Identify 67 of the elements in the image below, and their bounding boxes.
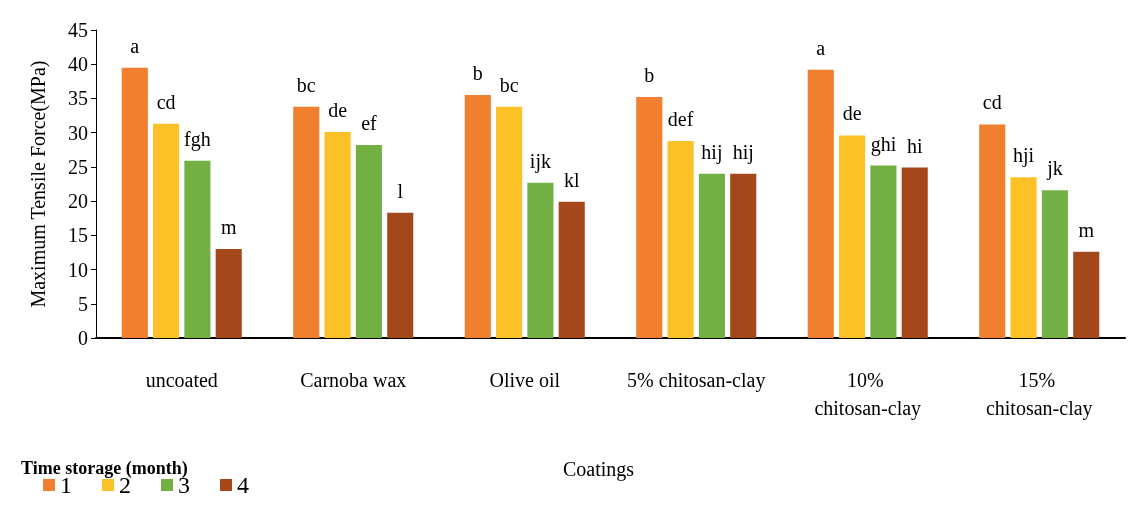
data-label: hji (1013, 144, 1035, 168)
data-label: l (397, 179, 404, 202)
data-label: de (328, 98, 348, 121)
data-label: de (842, 102, 862, 125)
bar (153, 123, 180, 338)
x-tick-label: uncoated (145, 369, 218, 391)
legend-label: 4 (237, 472, 249, 498)
data-label: m (1078, 218, 1095, 241)
y-tick-label: 40 (68, 53, 88, 76)
data-label: a (816, 36, 826, 59)
x-tick-label: 5% chitosan-clay (627, 369, 766, 392)
bar (636, 97, 663, 338)
x-axis-title: Coatings (563, 458, 635, 481)
bar (184, 160, 211, 338)
data-label: cd (982, 91, 1002, 114)
x-tick-label: 15% chitosan-clay (985, 369, 1093, 420)
x-tick-label: Olive oil (489, 369, 561, 391)
data-label: fgh (184, 127, 211, 151)
data-label: ef (361, 111, 378, 134)
x-tick-label: 10% chitosan-clay (814, 369, 922, 420)
bar (215, 249, 242, 338)
bar (870, 165, 897, 338)
data-label: jk (1046, 157, 1063, 181)
bar (807, 69, 834, 338)
bar (355, 144, 382, 338)
bar (464, 95, 491, 338)
bar (324, 131, 351, 338)
data-label: b (644, 64, 655, 87)
bar (1073, 251, 1100, 338)
data-label: bc (296, 73, 316, 96)
bar (667, 140, 694, 338)
data-label: kl (563, 168, 580, 191)
bar (979, 124, 1006, 338)
y-tick-label: 15 (68, 224, 88, 247)
data-label: cd (156, 90, 176, 113)
y-tick-label: 30 (68, 121, 88, 144)
bar (1041, 190, 1068, 338)
data-label: ijk (529, 149, 551, 173)
data-label: bc (499, 73, 519, 96)
data-label: hij (701, 140, 723, 164)
bar (558, 201, 585, 338)
bar (1010, 177, 1037, 338)
y-tick-label: 25 (68, 155, 88, 178)
data-label: a (130, 34, 140, 57)
bar (839, 135, 866, 338)
bar (698, 173, 725, 338)
data-label: def (667, 107, 694, 130)
y-tick-label: 20 (68, 190, 88, 213)
data-label: hi (906, 134, 923, 157)
bar (527, 182, 554, 338)
bar (293, 106, 320, 338)
y-tick-label: 10 (68, 258, 88, 281)
bar (387, 212, 414, 338)
y-tick-label: 45 (68, 19, 88, 41)
data-label: b (472, 62, 483, 85)
bar (730, 173, 757, 338)
y-tick-label: 35 (68, 87, 88, 110)
y-axis-title: Maximum Tensile Force(MPa) (27, 60, 50, 308)
bar (496, 106, 523, 338)
y-tick-label: 5 (78, 292, 88, 315)
data-label: ghi (870, 132, 897, 156)
x-tick-label: Carnoba wax (300, 369, 407, 391)
bar (121, 67, 148, 338)
bar (901, 167, 928, 338)
data-label: hij (732, 140, 754, 164)
y-tick-label: 0 (78, 327, 88, 349)
data-label: m (220, 216, 237, 239)
